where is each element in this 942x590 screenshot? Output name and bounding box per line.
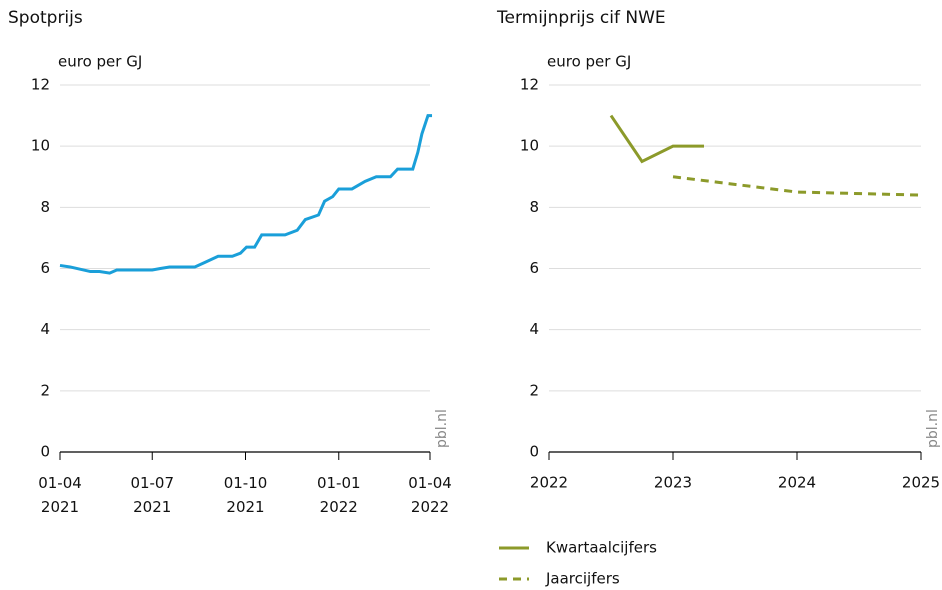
chart-title: Spotprijs	[8, 8, 83, 28]
x-tick-label: 01-10 2021	[224, 474, 268, 516]
y-axis-label: euro per GJ	[547, 53, 631, 71]
legend-label: Kwartaalcijfers	[546, 539, 657, 557]
y-tick-label: 12	[520, 76, 539, 94]
y-tick-label: 6	[40, 259, 50, 277]
y-tick-label: 8	[529, 198, 539, 216]
y-tick-label: 12	[31, 76, 50, 94]
y-tick-label: 8	[40, 198, 50, 216]
y-tick-label: 0	[40, 443, 50, 461]
annotation: pbl.nl	[434, 409, 450, 448]
x-tick-label: 01-01 2022	[317, 474, 361, 516]
legend-label: Jaarcijfers	[545, 570, 620, 588]
y-tick-label: 4	[40, 320, 50, 338]
y-tick-label: 6	[529, 259, 539, 277]
y-axis-label: euro per GJ	[58, 53, 142, 71]
line	[59, 114, 433, 275]
y-tick-label: 2	[529, 381, 539, 399]
annotation: pbl.nl	[925, 409, 941, 448]
y-tick-label: 0	[529, 443, 539, 461]
y-tick-label: 4	[529, 320, 539, 338]
x-tick-label: 01-04 2022	[408, 474, 452, 516]
line	[672, 175, 922, 197]
x-tick-label: 2022	[530, 474, 568, 492]
x-tick-label: 2023	[654, 474, 692, 492]
x-tick-label: 01-07 2021	[130, 474, 174, 516]
x-tick-label: 2024	[778, 474, 816, 492]
x-tick-label: 2025	[902, 474, 940, 492]
y-tick-label: 10	[31, 137, 50, 155]
y-tick-label: 10	[520, 137, 539, 155]
chart-title: Termijnprijs cif NWE	[496, 8, 666, 28]
x-tick-label: 01-04 2021	[38, 474, 82, 516]
line	[609, 114, 704, 164]
y-tick-label: 2	[40, 381, 50, 399]
